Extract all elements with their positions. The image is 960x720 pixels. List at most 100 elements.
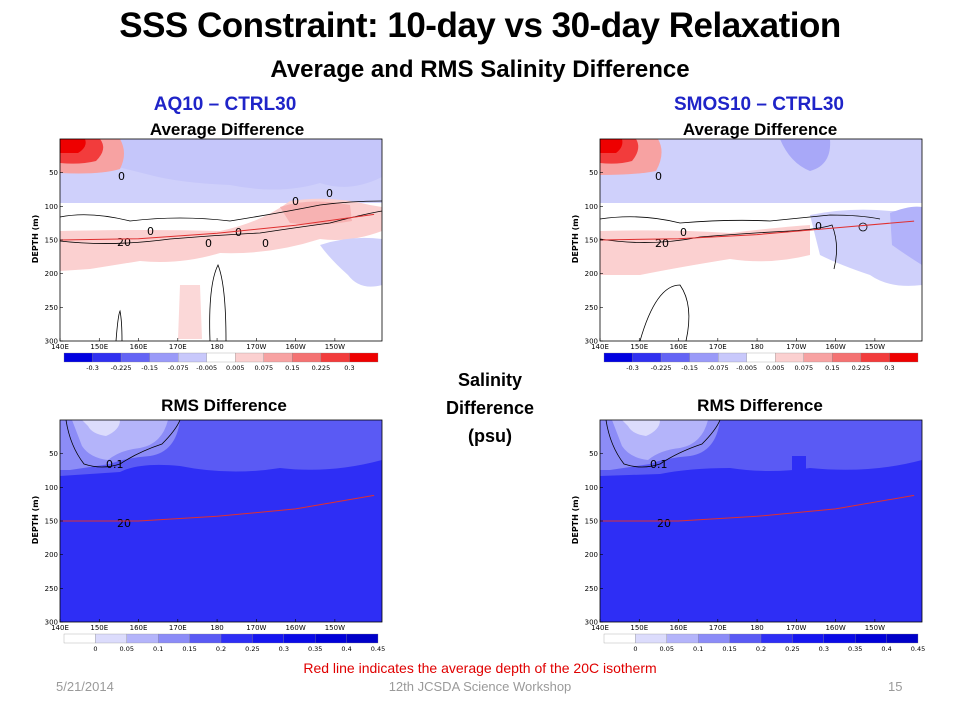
contour-line: [599, 224, 837, 270]
rms-region: [792, 456, 806, 484]
y-axis-label: DEPTH (m): [31, 215, 40, 264]
colorbar-label: 0.25: [785, 645, 799, 653]
footer-date: 5/21/2014: [56, 679, 114, 694]
x-tick-label: 170E: [709, 624, 727, 632]
neg-region: [110, 139, 382, 190]
x-tick-label: 140E: [51, 624, 69, 632]
colorbar-label: 0.15: [722, 645, 736, 653]
colorbar-label: 0.3: [344, 364, 354, 372]
contour-labels: 0 0 0 0 0 20 0 0: [117, 170, 333, 250]
contour-line: [59, 200, 383, 222]
x-tick-label: 150W: [865, 624, 885, 632]
y-axis-label: DEPTH (m): [571, 496, 580, 545]
units-line-1: Salinity: [457, 370, 523, 390]
y-tick-labels: 50 100 150 200 250 300: [45, 169, 63, 346]
isotherm-note: Red line indicates the average depth of …: [303, 660, 657, 676]
colorbar-label: 0.2: [216, 645, 226, 653]
y-tick-label: 200: [45, 551, 58, 559]
y-tick-label: 250: [45, 304, 58, 312]
x-tick-label: 150W: [865, 343, 885, 351]
x-tick-label: 180: [210, 624, 223, 632]
colorbar-swatch: [803, 352, 833, 363]
contour-label: 0: [326, 187, 333, 200]
x-tick-label: 180: [750, 624, 763, 632]
colorbar-swatch: [178, 352, 207, 363]
colorbar-label: -0.075: [708, 364, 729, 372]
contour-lines: [599, 214, 881, 342]
colorbar-swatch: [698, 633, 730, 644]
colorbar-label: 0.3: [884, 364, 894, 372]
colorbar-label: -0.225: [111, 364, 132, 372]
contour-line: [115, 309, 123, 342]
colorbar-label: -0.3: [86, 364, 99, 372]
colorbar-label: -0.15: [141, 364, 158, 372]
colorbar-swatch: [823, 633, 856, 644]
colorbar-label: 0: [633, 645, 637, 653]
x-tick-label: 160W: [825, 343, 845, 351]
x-tick-label: 160E: [670, 624, 688, 632]
x-tick-label: 150E: [630, 343, 648, 351]
y-tick-label: 300: [45, 619, 58, 627]
colorbar-label: 0.25: [245, 645, 259, 653]
footer-event: 12th JCSDA Science Workshop: [388, 679, 572, 694]
colorbar-label: -0.005: [736, 364, 757, 372]
y-tick-label: 150: [585, 237, 598, 245]
y-tick-label: 150: [45, 518, 58, 526]
colorbar-swatch: [689, 352, 719, 363]
colorbar-swatch: [792, 633, 824, 644]
y-tick-label: 50: [589, 169, 598, 177]
colorbar-swatch: [729, 633, 762, 644]
isotherm-20c-line: [59, 213, 375, 241]
colorbar-swatch: [718, 352, 747, 363]
x-tick-label: 170W: [786, 343, 806, 351]
colorbar-swatch: [660, 352, 690, 363]
colorbar-label: -0.15: [681, 364, 698, 372]
colorbar-swatch: [889, 352, 919, 363]
colorbar-swatch: [603, 352, 633, 363]
shading-layer: [600, 139, 922, 286]
colorbar-label: 0.1: [153, 645, 163, 653]
colorbar-swatch: [63, 352, 93, 363]
shading-layer: [600, 420, 922, 484]
y-tick-label: 100: [45, 203, 58, 211]
colorbar: -0.3 -0.225 -0.15 -0.075 -0.005 0.005 0.075 0.1…: [63, 352, 379, 372]
contour-label: 0: [235, 226, 242, 239]
y-tick-label: 150: [45, 237, 58, 245]
colorbar-swatch: [189, 633, 222, 644]
contour-label: 20: [117, 236, 131, 249]
x-tick-labels: 140E 150E 160E 170E 180 170W 160W 150W: [591, 338, 885, 351]
colorbar-swatch: [63, 633, 96, 644]
contour-labels: 0 0 20 0: [655, 170, 822, 250]
colorbar-label: 0.05: [660, 645, 674, 653]
colorbar-swatch: [860, 352, 890, 363]
colorbar-swatch: [746, 352, 776, 363]
experiment-label-smos10: SMOS10 – CTRL30: [674, 94, 844, 115]
colorbar-label: 0.45: [911, 645, 925, 653]
neg-region: [320, 237, 382, 287]
colorbar-units-label: Salinity Difference (psu): [420, 366, 560, 450]
rms-region: [622, 420, 660, 436]
colorbar-swatch: [220, 633, 253, 644]
isotherm-20c-line: [60, 494, 375, 522]
colorbar-label: 0.075: [255, 364, 274, 372]
x-tick-label: 160W: [285, 343, 305, 351]
contour-line: [605, 419, 721, 468]
colorbar-label: 0.15: [825, 364, 839, 372]
neg-region: [780, 139, 831, 171]
contour-label: 20: [655, 237, 669, 250]
pos-region: [600, 225, 810, 275]
colorbar-swatch: [603, 633, 636, 644]
colorbar-label: 0.2: [756, 645, 766, 653]
y-tick-label: 100: [45, 484, 58, 492]
colorbar-label: 0.35: [848, 645, 862, 653]
colorbar-swatch: [92, 352, 122, 363]
contour-label: 0: [680, 226, 687, 239]
y-tick-label: 250: [45, 585, 58, 593]
contour-label: 0: [205, 237, 212, 250]
panel-title-aq10-average: Average Difference: [149, 120, 305, 139]
colorbar-label: 0.15: [182, 645, 196, 653]
pos-region: [178, 285, 202, 339]
x-tick-labels: 140E 150E 160E 170E 180 170W 160W 150W: [51, 619, 345, 632]
colorbar-label: 0.1: [693, 645, 703, 653]
